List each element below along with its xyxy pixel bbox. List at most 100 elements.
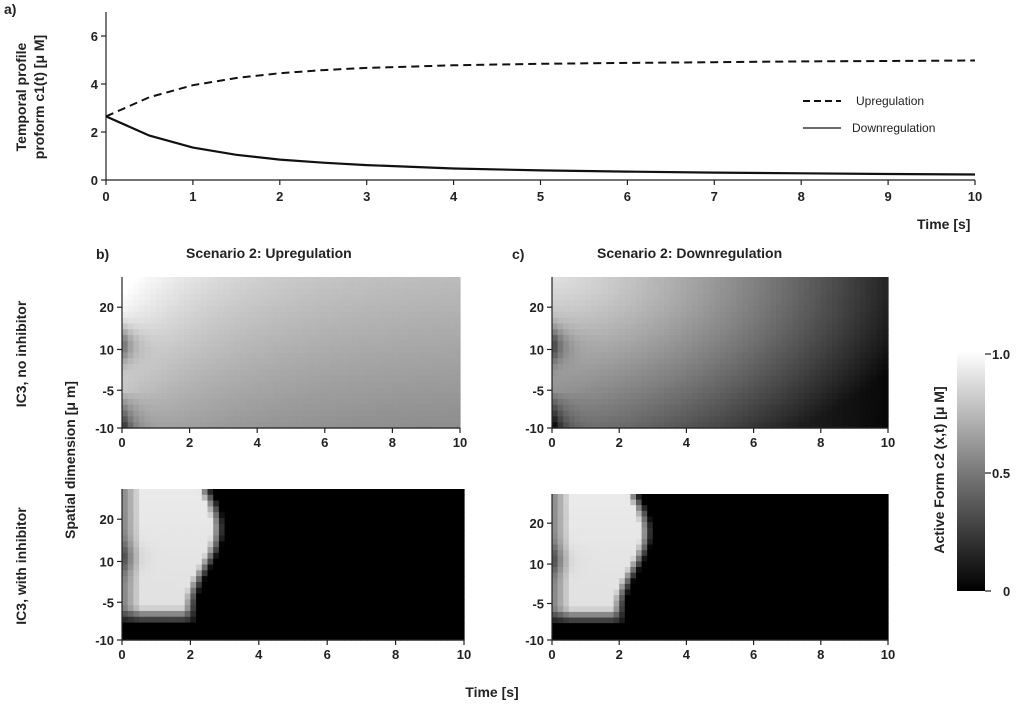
heatmap-cell <box>138 300 146 307</box>
heatmap-cell <box>647 311 654 319</box>
heatmap-cell <box>441 622 448 629</box>
heatmap-cell <box>792 323 799 330</box>
heatmap-cell <box>776 306 783 313</box>
heatmap-cell <box>426 340 433 348</box>
heatmap-cell <box>574 346 581 354</box>
heatmap-cell <box>876 505 883 512</box>
heatmap-cell <box>327 523 334 531</box>
heatmap-cell <box>441 634 448 641</box>
heatmap-cell <box>336 346 343 354</box>
heatmap-cell <box>161 346 168 354</box>
heatmap-cell <box>336 317 343 325</box>
heatmap-cell <box>213 494 220 502</box>
heatmap-cell <box>613 381 620 388</box>
heatmap-cell <box>731 317 738 325</box>
heatmap-cell <box>183 352 191 359</box>
heatmap-cell <box>178 364 185 371</box>
heatmap-cell <box>156 605 163 612</box>
heatmap-cell <box>327 634 334 641</box>
heatmap-cell <box>848 404 855 412</box>
heatmap-cell <box>144 335 151 342</box>
heatmap-cell <box>189 300 196 307</box>
heatmap-cell <box>426 294 433 301</box>
heatmap-cell <box>258 599 266 606</box>
heatmap-cell <box>144 506 152 513</box>
heatmap-cell <box>876 398 883 406</box>
heatmap-cell <box>310 541 317 548</box>
heatmap-cell <box>412 541 419 548</box>
heatmap-cell <box>742 288 749 296</box>
heatmap-cell <box>195 335 202 342</box>
heatmap-cell <box>596 311 603 319</box>
heatmap-cell <box>218 610 226 618</box>
heatmap-cell <box>804 288 811 296</box>
heatmap-cell <box>384 599 391 606</box>
heatmap-cell <box>804 311 811 319</box>
heatmap-cell <box>217 346 224 354</box>
heatmap-cell <box>409 277 416 284</box>
heatmap-cell <box>398 311 405 319</box>
heatmap-cell <box>641 381 648 388</box>
heatmap-cell <box>787 410 794 417</box>
heatmap-cell <box>223 358 230 365</box>
heatmap-cell <box>251 282 258 290</box>
heatmap-cell <box>234 282 241 290</box>
heatmap-cell <box>686 410 693 417</box>
heatmap-cell <box>876 323 883 330</box>
heatmap-cell <box>319 387 326 394</box>
heatmap-cell <box>736 358 743 365</box>
heatmap-cell <box>815 381 822 388</box>
heatmap-cell <box>336 277 343 284</box>
heatmap-cell <box>127 335 134 342</box>
heatmap-cell <box>247 587 254 595</box>
heatmap-cell <box>454 277 461 284</box>
heatmap-cell <box>630 410 637 417</box>
heatmap-cell <box>815 277 822 284</box>
heatmap-cell <box>630 422 637 429</box>
heatmap-cell <box>321 593 328 600</box>
heatmap-cell <box>212 323 219 330</box>
heatmap-cell <box>748 294 755 301</box>
heatmap-cell <box>759 404 766 412</box>
heatmap-cell <box>122 547 129 554</box>
heatmap-cell <box>574 340 581 348</box>
heatmap-cell <box>213 529 220 537</box>
heatmap-cell <box>275 547 283 554</box>
heatmap-cell <box>291 404 298 412</box>
heatmap-cell <box>448 422 455 429</box>
heatmap-cell <box>591 505 598 512</box>
heatmap-cell <box>247 593 254 600</box>
heatmap-cell <box>787 317 794 325</box>
heatmap-cell <box>258 541 266 548</box>
heatmap-y-tick-label: 20 <box>100 300 114 315</box>
heatmap-cell <box>720 288 727 296</box>
heatmap-cell <box>580 335 587 342</box>
heatmap-cell <box>680 364 687 371</box>
heatmap-cell <box>361 541 368 548</box>
heatmap-cell <box>307 369 315 377</box>
heatmap-cell <box>680 300 687 307</box>
heatmap-cell <box>448 288 455 296</box>
heatmap-cell <box>596 300 603 307</box>
heatmap-cell <box>441 599 448 606</box>
heatmap-cell <box>122 410 129 417</box>
heatmap-cell <box>207 523 214 531</box>
heatmap-cell <box>287 489 294 496</box>
heatmap-cell <box>608 346 615 354</box>
heatmap-cell <box>207 581 214 589</box>
heatmap-cell <box>843 494 850 501</box>
heatmap-cell <box>776 294 783 301</box>
heatmap-cell <box>367 518 374 525</box>
heatmap-cell <box>330 393 337 400</box>
heatmap-cell <box>448 335 455 342</box>
heatmap-cell <box>167 369 174 377</box>
heatmap-cell <box>355 581 362 589</box>
heatmap-cell <box>230 581 237 589</box>
heatmap-cell <box>268 317 275 325</box>
heatmap-cell <box>189 410 196 417</box>
heatmap-cell <box>742 346 749 354</box>
heatmap-cell <box>144 489 152 496</box>
heatmap-cell <box>602 311 609 319</box>
heatmap-cell <box>759 346 766 354</box>
heatmap-cell <box>630 494 637 501</box>
